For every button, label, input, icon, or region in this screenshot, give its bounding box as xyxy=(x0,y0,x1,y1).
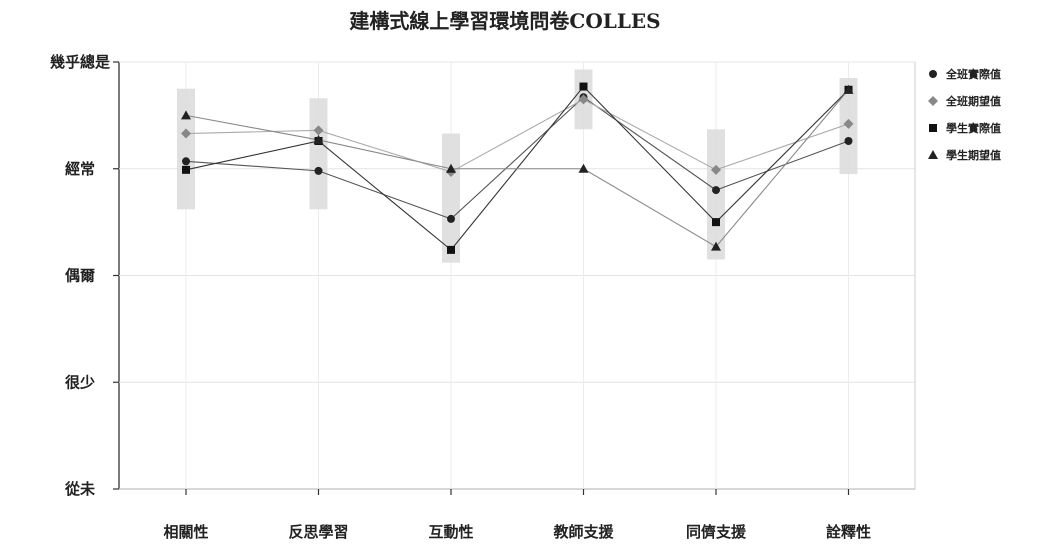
series-1-point-3 xyxy=(578,94,589,105)
legend-marker-0 xyxy=(929,70,937,78)
error-band-2 xyxy=(442,133,460,263)
series-2-point-3 xyxy=(579,82,588,91)
legend-label-0: 全班實際值 xyxy=(945,67,1001,81)
legend-marker-3 xyxy=(928,150,938,159)
series-line-3 xyxy=(185,89,849,248)
legend-marker-2 xyxy=(929,124,937,132)
series-0-point-5 xyxy=(844,136,853,145)
legend-label-2: 學生實際值 xyxy=(946,121,1001,135)
series-lines xyxy=(185,85,849,251)
series-1-point-1 xyxy=(313,125,324,136)
y-tick-label-4: 從未 xyxy=(64,480,96,498)
series-3-point-2 xyxy=(446,163,456,173)
series-3-point-1 xyxy=(313,134,324,144)
series-3-point-5 xyxy=(843,84,854,94)
legend-marker-1 xyxy=(928,96,938,106)
y-tick-label-1: 經常 xyxy=(65,160,95,178)
x-tick-label-4: 同儕支援 xyxy=(686,523,747,541)
series-line-1 xyxy=(185,98,849,173)
series-2-point-2 xyxy=(447,245,455,254)
grid-lines xyxy=(119,61,915,490)
y-tick-label-0: 幾乎總是 xyxy=(50,53,111,71)
error-band-4 xyxy=(707,129,725,260)
error-band-1 xyxy=(309,98,328,210)
x-tick-label-1: 反思學習 xyxy=(288,523,348,541)
legend-label-1: 全班期望值 xyxy=(945,94,1001,108)
x-tick-label-5: 詮釋性 xyxy=(826,523,871,541)
x-tick-label-0: 相關性 xyxy=(163,523,208,541)
series-3-point-3 xyxy=(578,163,589,173)
series-2-point-0 xyxy=(182,165,190,174)
x-axis: 相關性 反思學習 互動性 教師支援 同儕支援 詮釋性 xyxy=(163,489,871,541)
series-line-0 xyxy=(185,96,849,220)
legend-label-3: 學生期望值 xyxy=(946,148,1001,162)
series-0-point-4 xyxy=(712,186,720,195)
series-markers xyxy=(181,82,854,254)
error-band-0 xyxy=(177,88,195,210)
x-tick-label-3: 教師支援 xyxy=(552,523,614,541)
series-0-point-0 xyxy=(182,157,190,166)
series-3-point-0 xyxy=(181,110,191,120)
error-bands xyxy=(177,69,858,263)
y-tick-label-3: 很少 xyxy=(64,373,95,391)
y-tick-label-2: 偶爾 xyxy=(65,267,95,285)
series-1-point-4 xyxy=(711,164,721,175)
chart-title: 建構式線上學習環境問卷COLLES xyxy=(349,9,660,33)
series-2-point-4 xyxy=(712,218,720,227)
x-tick-label-2: 互動性 xyxy=(428,523,473,541)
series-3-point-4 xyxy=(711,241,721,251)
series-1-point-0 xyxy=(181,128,191,139)
series-0-point-2 xyxy=(447,214,455,223)
series-1-point-5 xyxy=(843,118,854,129)
series-0-point-1 xyxy=(314,166,323,175)
